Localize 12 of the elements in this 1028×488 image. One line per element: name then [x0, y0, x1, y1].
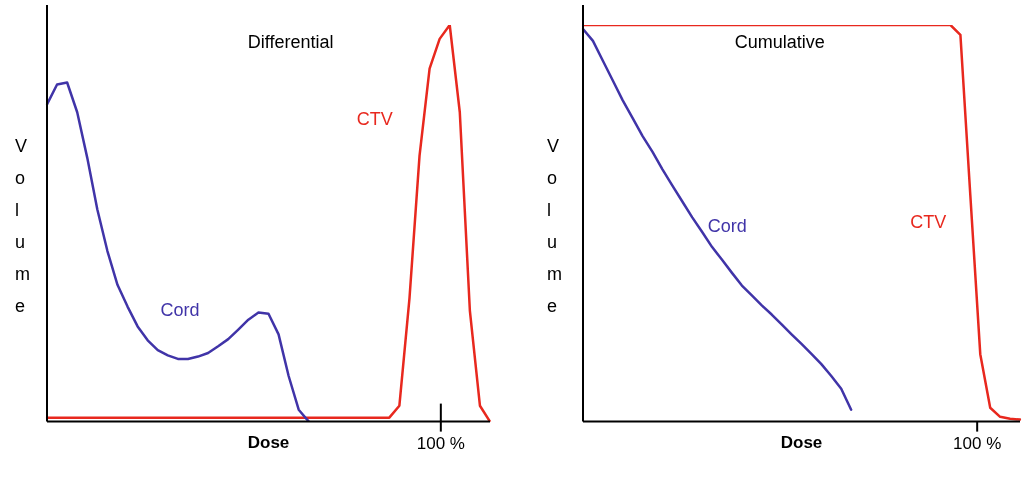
text: 100 % [416, 433, 465, 453]
series-label: CTV [910, 212, 947, 233]
series-label: CTV [356, 109, 393, 130]
series-label: Cord [160, 299, 200, 320]
text: 100 % [953, 433, 1002, 453]
series-label: Cord [707, 216, 747, 237]
y-axis-title: Volume [546, 135, 562, 318]
x-axis-title: Dose [247, 433, 290, 453]
x-axis-title: Dose [780, 433, 823, 453]
chart-title: Cumulative [734, 31, 825, 52]
y-axis-title: Volume [14, 135, 30, 318]
chart-title: Differential [247, 31, 334, 52]
